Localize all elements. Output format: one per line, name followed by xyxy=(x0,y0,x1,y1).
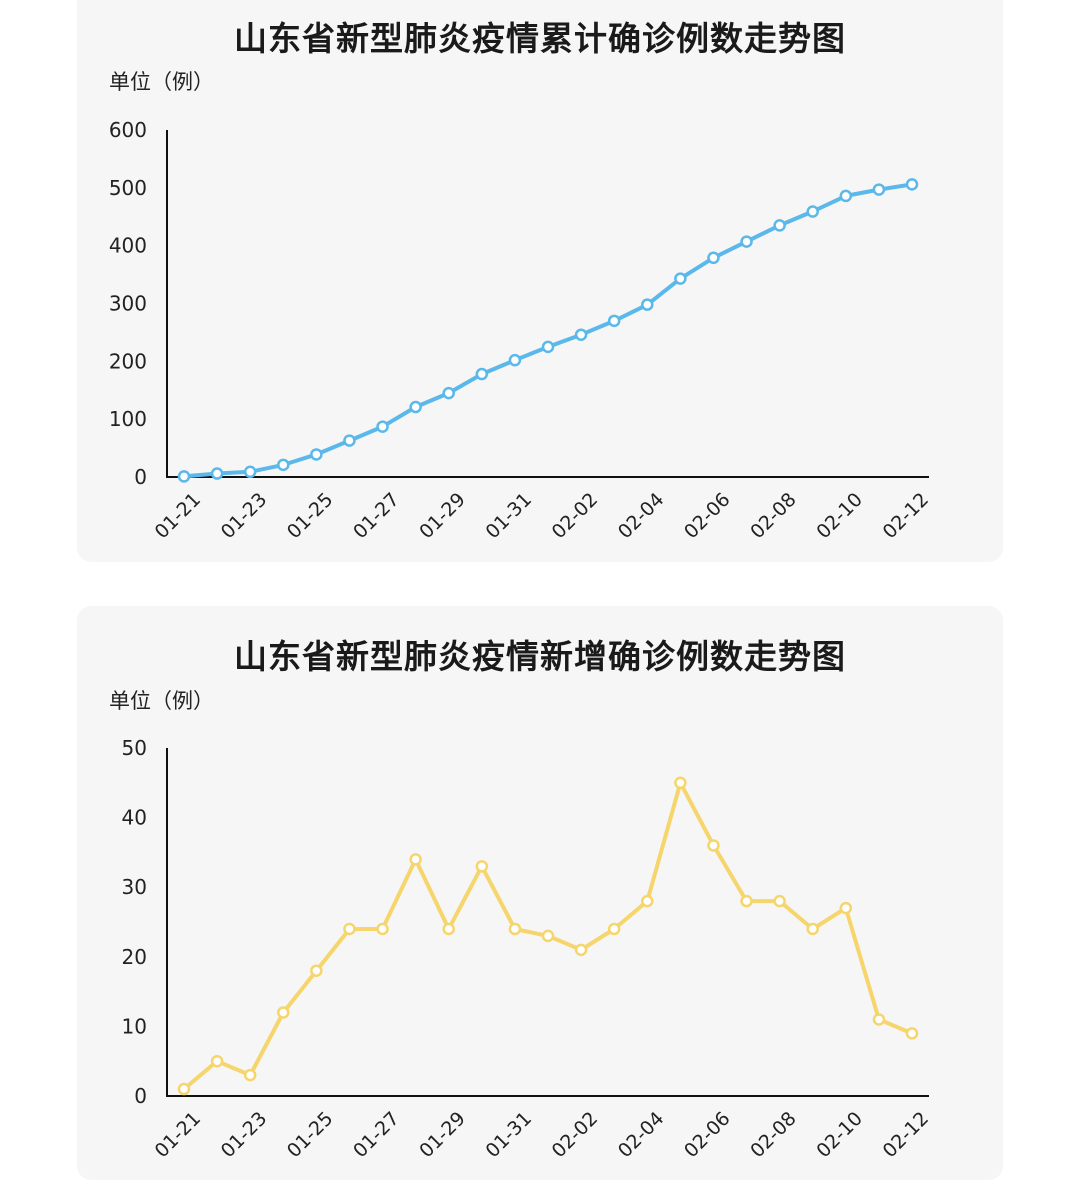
y-tick-label: 300 xyxy=(109,292,147,316)
data-point xyxy=(641,298,654,311)
y-tick-label: 10 xyxy=(122,1014,147,1038)
x-tick-label: 02-10 xyxy=(812,1108,867,1163)
data-point xyxy=(541,929,555,943)
data-point xyxy=(177,1082,191,1096)
data-point xyxy=(806,205,819,218)
data-point xyxy=(607,314,621,328)
y-tick-label: 0 xyxy=(134,1084,147,1108)
x-tick-label: 01-27 xyxy=(349,1108,404,1163)
y-tick-label: 30 xyxy=(122,875,147,899)
data-point xyxy=(243,1068,257,1082)
x-tick-label: 02-02 xyxy=(548,489,603,544)
y-unit-label: 单位（例） xyxy=(109,689,214,713)
x-tick-label: 01-29 xyxy=(415,1108,470,1163)
data-point xyxy=(574,328,588,341)
x-tick-label: 01-27 xyxy=(349,489,404,544)
x-tick-label: 01-23 xyxy=(217,1108,272,1163)
data-point xyxy=(442,386,455,400)
data-point xyxy=(409,400,422,414)
data-point xyxy=(210,467,224,480)
cumulative-chart-panel: 山东省新型肺炎疫情累计确诊例数走势图 单位（例） 0 100 200 300 400 50… xyxy=(77,0,1003,562)
data-point xyxy=(409,853,422,866)
new-cases-line-chart: 0 10 20 30 40 50 01-21 01-23 01-25 01-27 01-29 01-3… xyxy=(122,736,934,1163)
data-point xyxy=(872,1013,886,1026)
x-tick-label: 01-25 xyxy=(283,489,338,544)
x-tick-label: 02-06 xyxy=(680,489,735,544)
y-tick-label: 20 xyxy=(122,945,147,969)
x-tick-label: 02-08 xyxy=(746,489,801,544)
data-point xyxy=(508,922,522,936)
new-cases-chart-panel: 山东省新型肺炎疫情新增确诊例数走势图 单位（例） 0 10 20 30 40 50 01-2… xyxy=(77,606,1003,1180)
data-point xyxy=(177,470,191,483)
y-unit-label: 单位（例） xyxy=(109,70,214,94)
data-point xyxy=(773,219,786,232)
data-point xyxy=(475,367,489,381)
data-point xyxy=(872,183,886,196)
x-tick-label: 01-25 xyxy=(283,1108,338,1163)
data-point xyxy=(277,1006,290,1019)
x-tick-label: 01-31 xyxy=(481,1108,536,1163)
data-point xyxy=(707,251,720,265)
x-tick-label: 01-21 xyxy=(151,1108,206,1163)
x-tick-label: 02-06 xyxy=(680,1108,735,1163)
data-point xyxy=(343,922,356,936)
data-point xyxy=(674,272,687,285)
data-point xyxy=(773,894,786,908)
data-point xyxy=(376,922,389,936)
x-tick-label: 02-08 xyxy=(746,1108,801,1163)
data-point xyxy=(574,943,588,957)
data-point xyxy=(508,353,522,367)
x-tick-label: 02-12 xyxy=(879,1108,934,1163)
data-point xyxy=(442,922,455,936)
chart-title: 山东省新型肺炎疫情累计确诊例数走势图 xyxy=(234,19,846,58)
data-point xyxy=(310,448,323,461)
data-point xyxy=(607,922,621,936)
y-tick-label: 40 xyxy=(122,806,147,830)
data-point xyxy=(376,420,389,433)
y-tick-label: 400 xyxy=(109,234,147,258)
data-point xyxy=(905,178,919,191)
data-point xyxy=(310,964,323,977)
x-tick-label: 01-29 xyxy=(415,489,470,544)
x-tick-label: 01-23 xyxy=(217,489,272,544)
x-tick-label: 02-12 xyxy=(879,489,934,544)
data-point xyxy=(210,1054,224,1068)
x-tick-label: 01-21 xyxy=(151,489,206,544)
data-point xyxy=(674,776,687,790)
data-point xyxy=(243,465,257,479)
y-tick-label: 50 xyxy=(122,736,147,760)
data-point xyxy=(740,894,753,908)
data-point xyxy=(641,894,654,908)
x-tick-label: 02-02 xyxy=(548,1108,603,1163)
y-tick-label: 600 xyxy=(109,118,147,142)
data-point xyxy=(905,1027,919,1040)
x-tick-label: 02-10 xyxy=(812,489,867,544)
x-tick-label: 02-04 xyxy=(614,1108,669,1163)
x-tick-label: 02-04 xyxy=(614,489,669,544)
data-point xyxy=(740,235,753,248)
y-tick-label: 100 xyxy=(109,407,147,431)
y-tick-label: 200 xyxy=(109,349,147,373)
data-point xyxy=(839,189,853,203)
data-point xyxy=(806,922,819,936)
y-tick-label: 0 xyxy=(134,465,147,489)
x-tick-label: 01-31 xyxy=(481,489,536,544)
y-tick-label: 500 xyxy=(109,176,147,200)
chart-title: 山东省新型肺炎疫情新增确诊例数走势图 xyxy=(234,637,846,676)
data-point xyxy=(541,340,555,354)
series-line xyxy=(182,182,914,479)
data-point xyxy=(343,434,356,447)
data-point xyxy=(707,839,720,852)
data-point xyxy=(277,458,290,472)
data-point xyxy=(475,860,489,873)
data-point xyxy=(839,901,853,915)
